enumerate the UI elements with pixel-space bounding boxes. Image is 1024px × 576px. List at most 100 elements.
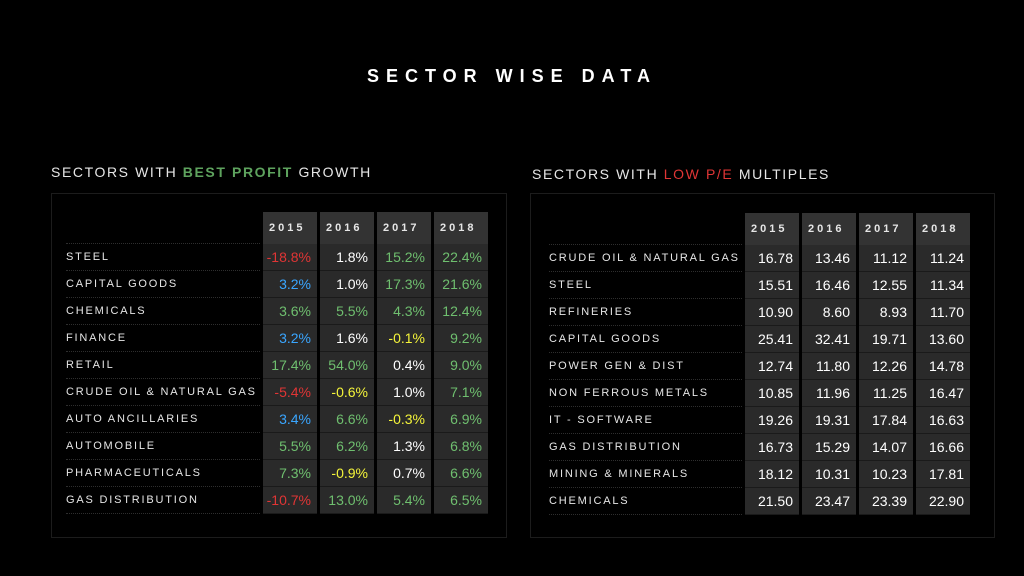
table-row: FINANCE 3.2% 1.6% -0.1% 9.2% (66, 325, 488, 352)
value-cell-2018: 11.34 (916, 272, 970, 299)
table-row: NON FERROUS METALS 10.85 11.96 11.25 16.47 (549, 380, 970, 407)
year-header-2016: 2016 (320, 212, 374, 244)
section-title-prefix: SECTORS WITH (532, 166, 664, 182)
value-cell-2015: 3.2% (263, 325, 317, 352)
value-cell-2018: 6.9% (434, 406, 488, 433)
value-cell-2015: 12.74 (745, 353, 799, 380)
value-cell-2016: 11.80 (802, 353, 856, 380)
sector-label: STEEL (66, 244, 260, 271)
value-cell-2018: 13.60 (916, 326, 970, 353)
value-cell-2016: 1.8% (320, 244, 374, 271)
sector-label: REFINERIES (549, 299, 742, 326)
table-row: CAPITAL GOODS 25.41 32.41 19.71 13.60 (549, 326, 970, 353)
header-spacer (66, 212, 260, 244)
value-cell-2017: 5.4% (377, 487, 431, 514)
value-cell-2015: 3.2% (263, 271, 317, 298)
value-cell-2018: 16.47 (916, 380, 970, 407)
value-cell-2018: 22.4% (434, 244, 488, 271)
section-title-highlight: BEST PROFIT (182, 164, 293, 180)
value-cell-2016: 19.31 (802, 407, 856, 434)
header-spacer (549, 213, 742, 245)
sector-label: CRUDE OIL & NATURAL GAS (66, 379, 260, 406)
table-row: STEEL -18.8% 1.8% 15.2% 22.4% (66, 244, 488, 271)
value-cell-2016: 1.6% (320, 325, 374, 352)
value-cell-2018: 11.70 (916, 299, 970, 326)
value-cell-2018: 11.24 (916, 245, 970, 272)
sector-label: STEEL (549, 272, 742, 299)
value-cell-2015: 16.73 (745, 434, 799, 461)
value-cell-2015: 10.90 (745, 299, 799, 326)
value-cell-2015: 25.41 (745, 326, 799, 353)
value-cell-2015: 16.78 (745, 245, 799, 272)
value-cell-2016: 23.47 (802, 488, 856, 515)
sector-label: GAS DISTRIBUTION (66, 487, 260, 514)
value-cell-2017: 15.2% (377, 244, 431, 271)
year-header-2015: 2015 (263, 212, 317, 244)
year-header-2018: 2018 (434, 212, 488, 244)
sector-label: IT - SOFTWARE (549, 407, 742, 434)
value-cell-2015: 17.4% (263, 352, 317, 379)
table-row: IT - SOFTWARE 19.26 19.31 17.84 16.63 (549, 407, 970, 434)
value-cell-2017: 14.07 (859, 434, 913, 461)
section-title-suffix: GROWTH (292, 164, 372, 180)
value-cell-2016: 32.41 (802, 326, 856, 353)
sector-label: NON FERROUS METALS (549, 380, 742, 407)
sector-label: CHEMICALS (549, 488, 742, 515)
table-row: RETAIL 17.4% 54.0% 0.4% 9.0% (66, 352, 488, 379)
table-row: CRUDE OIL & NATURAL GAS -5.4% -0.6% 1.0% 7.1… (66, 379, 488, 406)
value-cell-2016: 16.46 (802, 272, 856, 299)
year-header-2017: 2017 (859, 213, 913, 245)
low-pe-section-title: SECTORS WITH LOW P/E MULTIPLES (532, 166, 830, 182)
value-cell-2017: 0.4% (377, 352, 431, 379)
sector-label: CHEMICALS (66, 298, 260, 325)
table-row: CAPITAL GOODS 3.2% 1.0% 17.3% 21.6% (66, 271, 488, 298)
table-header-row: 2015 2016 2017 2018 (549, 213, 970, 245)
best-profit-section-title: SECTORS WITH BEST PROFIT GROWTH (51, 164, 372, 180)
value-cell-2018: 6.5% (434, 487, 488, 514)
sector-label: CRUDE OIL & NATURAL GAS (549, 245, 742, 272)
value-cell-2018: 6.8% (434, 433, 488, 460)
section-title-highlight: LOW P/E (663, 166, 734, 182)
table-row: PHARMACEUTICALS 7.3% -0.9% 0.7% 6.6% (66, 460, 488, 487)
value-cell-2015: 3.4% (263, 406, 317, 433)
value-cell-2015: 3.6% (263, 298, 317, 325)
value-cell-2016: -0.9% (320, 460, 374, 487)
value-cell-2016: 11.96 (802, 380, 856, 407)
value-cell-2017: -0.1% (377, 325, 431, 352)
value-cell-2017: 12.26 (859, 353, 913, 380)
table-row: REFINERIES 10.90 8.60 8.93 11.70 (549, 299, 970, 326)
value-cell-2017: 1.3% (377, 433, 431, 460)
value-cell-2018: 22.90 (916, 488, 970, 515)
value-cell-2016: 5.5% (320, 298, 374, 325)
value-cell-2015: -5.4% (263, 379, 317, 406)
low-pe-table-panel: 2015 2016 2017 2018 CRUDE OIL & NATURAL GAS 1… (530, 193, 995, 538)
section-title-suffix: MULTIPLES (733, 166, 830, 182)
value-cell-2017: 11.12 (859, 245, 913, 272)
value-cell-2016: 13.46 (802, 245, 856, 272)
value-cell-2017: 23.39 (859, 488, 913, 515)
table-row: GAS DISTRIBUTION -10.7% 13.0% 5.4% 6.5% (66, 487, 488, 514)
value-cell-2017: 0.7% (377, 460, 431, 487)
value-cell-2015: -18.8% (263, 244, 317, 271)
sector-label: GAS DISTRIBUTION (549, 434, 742, 461)
value-cell-2017: 4.3% (377, 298, 431, 325)
table-row: AUTOMOBILE 5.5% 6.2% 1.3% 6.8% (66, 433, 488, 460)
sector-label: FINANCE (66, 325, 260, 352)
value-cell-2015: 10.85 (745, 380, 799, 407)
best-profit-table-panel: 2015 2016 2017 2018 STEEL -18.8% 1.8% 15.2% 22.4… (51, 193, 507, 538)
value-cell-2015: 19.26 (745, 407, 799, 434)
value-cell-2017: -0.3% (377, 406, 431, 433)
value-cell-2017: 17.3% (377, 271, 431, 298)
value-cell-2016: 15.29 (802, 434, 856, 461)
sector-label: AUTOMOBILE (66, 433, 260, 460)
value-cell-2016: 13.0% (320, 487, 374, 514)
value-cell-2018: 6.6% (434, 460, 488, 487)
value-cell-2016: 6.2% (320, 433, 374, 460)
sector-label: PHARMACEUTICALS (66, 460, 260, 487)
value-cell-2016: -0.6% (320, 379, 374, 406)
value-cell-2016: 6.6% (320, 406, 374, 433)
value-cell-2017: 11.25 (859, 380, 913, 407)
value-cell-2015: -10.7% (263, 487, 317, 514)
value-cell-2018: 17.81 (916, 461, 970, 488)
value-cell-2016: 54.0% (320, 352, 374, 379)
